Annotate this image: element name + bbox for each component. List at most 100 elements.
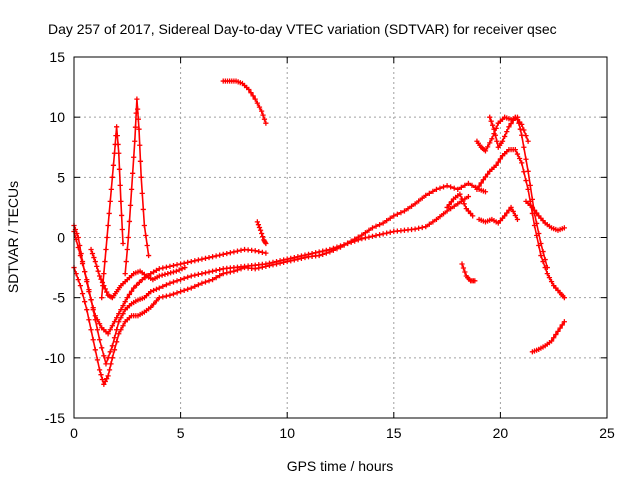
data-point bbox=[192, 272, 198, 278]
data-point bbox=[260, 112, 266, 118]
data-point bbox=[298, 253, 305, 259]
data-point bbox=[476, 183, 482, 189]
x-axis-label: GPS time / hours bbox=[287, 458, 394, 474]
data-point bbox=[138, 174, 144, 180]
data-point bbox=[150, 269, 157, 275]
data-point bbox=[118, 198, 124, 204]
data-point bbox=[88, 327, 94, 333]
data-point bbox=[153, 267, 160, 273]
data-point bbox=[557, 325, 563, 331]
series-arc-7 bbox=[444, 191, 476, 219]
data-point bbox=[150, 301, 157, 307]
data-point bbox=[510, 117, 516, 123]
series-arc-12 bbox=[476, 204, 521, 226]
data-point bbox=[494, 138, 500, 144]
data-point bbox=[472, 278, 478, 284]
data-point bbox=[156, 285, 162, 291]
series-arc-9 bbox=[474, 147, 567, 301]
data-point bbox=[109, 174, 115, 180]
data-point bbox=[256, 224, 263, 231]
data-point bbox=[480, 177, 486, 183]
data-point bbox=[523, 156, 529, 162]
data-point bbox=[134, 96, 140, 102]
data-point bbox=[525, 168, 531, 174]
data-point bbox=[116, 311, 122, 317]
data-point bbox=[103, 361, 109, 367]
data-point bbox=[260, 234, 266, 240]
data-point bbox=[531, 207, 538, 213]
y-tick-label: -10 bbox=[45, 350, 65, 366]
data-point bbox=[440, 184, 447, 190]
data-point bbox=[423, 192, 429, 198]
data-point bbox=[493, 162, 499, 168]
data-point bbox=[202, 270, 209, 276]
data-point bbox=[126, 291, 133, 298]
data-point bbox=[133, 110, 139, 116]
y-tick-label: 15 bbox=[49, 49, 65, 65]
data-point bbox=[548, 338, 555, 344]
data-point bbox=[131, 154, 137, 160]
y-tick-label: 0 bbox=[57, 230, 65, 246]
data-point bbox=[104, 234, 110, 241]
data-point bbox=[107, 327, 113, 333]
data-point bbox=[131, 285, 137, 291]
data-point bbox=[254, 100, 260, 106]
data-point bbox=[412, 201, 418, 207]
data-point bbox=[426, 190, 432, 196]
data-point bbox=[448, 199, 454, 205]
data-point bbox=[302, 252, 308, 258]
x-tick-label: 15 bbox=[386, 425, 402, 441]
data-point bbox=[74, 230, 80, 237]
data-point bbox=[101, 271, 107, 277]
data-point bbox=[136, 279, 142, 286]
data-point bbox=[313, 250, 319, 256]
data-point bbox=[488, 118, 494, 124]
data-point bbox=[102, 378, 108, 385]
data-point bbox=[433, 186, 440, 192]
data-point bbox=[542, 256, 548, 263]
data-point bbox=[512, 147, 518, 153]
data-point bbox=[122, 271, 128, 277]
data-point bbox=[437, 214, 443, 220]
data-point bbox=[523, 133, 529, 139]
data-point bbox=[548, 279, 555, 285]
data-point bbox=[359, 236, 365, 242]
data-point bbox=[502, 213, 508, 219]
data-point bbox=[185, 274, 191, 280]
data-point bbox=[345, 240, 351, 247]
series-spike-1 bbox=[99, 124, 126, 301]
data-point bbox=[90, 337, 96, 343]
data-point bbox=[116, 166, 123, 172]
data-point bbox=[334, 244, 340, 250]
data-point bbox=[174, 262, 180, 268]
data-point bbox=[506, 207, 512, 213]
data-point bbox=[195, 271, 201, 278]
data-point bbox=[263, 240, 269, 247]
data-point bbox=[561, 225, 567, 231]
grid bbox=[74, 57, 607, 418]
data-point bbox=[489, 136, 495, 142]
x-tick-label: 0 bbox=[70, 425, 78, 441]
data-point bbox=[206, 278, 212, 284]
data-point bbox=[469, 182, 475, 188]
data-point bbox=[559, 322, 565, 328]
data-point bbox=[86, 289, 92, 295]
data-point bbox=[485, 171, 491, 177]
data-point bbox=[437, 185, 443, 191]
data-point bbox=[540, 248, 546, 255]
data-point bbox=[111, 335, 118, 341]
data-point bbox=[128, 288, 135, 294]
data-point bbox=[284, 256, 290, 262]
y-axis-label: SDTVAR / TECUs bbox=[5, 181, 21, 293]
data-point bbox=[173, 268, 179, 274]
data-point bbox=[163, 282, 169, 288]
data-point bbox=[405, 206, 411, 212]
data-point bbox=[525, 186, 531, 192]
data-point bbox=[277, 258, 283, 264]
data-point bbox=[107, 349, 113, 355]
data-point bbox=[170, 279, 177, 285]
data-point bbox=[96, 337, 103, 343]
data-point bbox=[108, 361, 114, 367]
data-point bbox=[248, 90, 254, 96]
data-point bbox=[127, 202, 134, 209]
